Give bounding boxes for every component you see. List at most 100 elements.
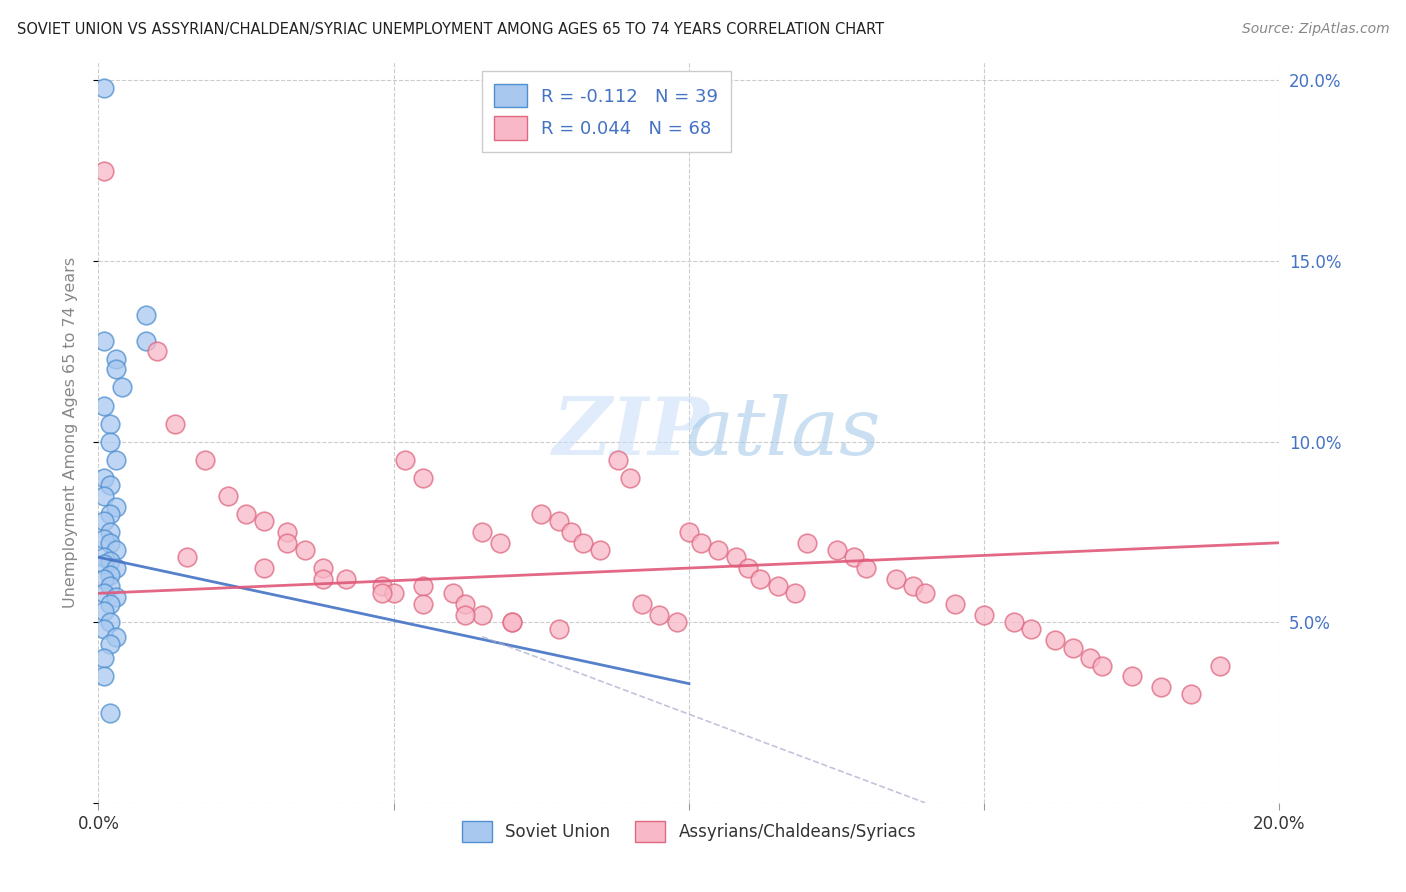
Point [98,535,121,549]
Point [560,524,582,539]
Point [93,651,115,665]
Point [973,607,995,622]
Point [766,579,789,593]
Point [105,362,128,376]
Point [530,507,553,521]
Point [93,586,115,600]
Point [98,579,121,593]
Point [471,607,494,622]
Point [135,334,157,348]
Point [453,607,475,622]
Point [412,597,434,611]
Point [548,623,571,637]
Point [1121,669,1143,683]
Point [105,543,128,558]
Text: ZIP: ZIP [553,394,710,471]
Point [105,561,128,575]
Point [93,532,115,546]
Point [1062,640,1084,655]
Point [98,706,121,720]
Point [93,550,115,565]
Point [371,579,394,593]
Point [914,586,936,600]
Point [105,590,128,604]
Point [903,579,925,593]
Point [412,471,434,485]
Point [93,471,115,485]
Point [589,543,612,558]
Point [98,524,121,539]
Point [884,572,907,586]
Text: atlas: atlas [685,394,880,471]
Point [1091,658,1114,673]
Point [1002,615,1025,630]
Point [382,586,405,600]
Point [678,524,700,539]
Legend: Soviet Union, Assyrians/Chaldeans/Syriacs: Soviet Union, Assyrians/Chaldeans/Syriac… [450,809,928,854]
Point [1080,651,1102,665]
Point [276,535,298,549]
Point [737,561,759,575]
Point [943,597,966,611]
Point [371,586,394,600]
Point [93,669,115,683]
Point [748,572,770,586]
Point [146,344,169,359]
Point [394,452,416,467]
Point [105,351,128,366]
Point [489,535,512,549]
Point [93,334,115,348]
Point [1043,633,1066,648]
Point [98,637,121,651]
Point [98,554,121,568]
Point [1021,623,1043,637]
Point [93,623,115,637]
Y-axis label: Unemployment Among Ages 65 to 74 years: Unemployment Among Ages 65 to 74 years [63,257,77,608]
Point [276,524,298,539]
Point [855,561,877,575]
Point [294,543,316,558]
Point [105,630,128,644]
Point [441,586,464,600]
Point [796,535,818,549]
Point [98,597,121,611]
Point [707,543,730,558]
Point [471,524,494,539]
Point [571,535,593,549]
Point [235,507,257,521]
Point [93,80,115,95]
Point [93,399,115,413]
Point [607,452,630,467]
Point [217,489,239,503]
Point [98,434,121,449]
Point [453,597,475,611]
Point [135,308,157,322]
Point [1209,658,1232,673]
Point [93,489,115,503]
Point [312,572,335,586]
Point [98,507,121,521]
Point [312,561,335,575]
Point [176,550,198,565]
Point [253,561,276,575]
Point [648,607,671,622]
Point [689,535,711,549]
Text: SOVIET UNION VS ASSYRIAN/CHALDEAN/SYRIAC UNEMPLOYMENT AMONG AGES 65 TO 74 YEARS : SOVIET UNION VS ASSYRIAN/CHALDEAN/SYRIAC… [17,22,884,37]
Point [98,568,121,582]
Point [105,452,128,467]
Point [165,417,187,431]
Point [630,597,652,611]
Point [93,163,115,178]
Point [105,500,128,514]
Point [785,586,807,600]
Point [194,452,217,467]
Point [501,615,523,630]
Point [501,615,523,630]
Point [844,550,866,565]
Point [825,543,848,558]
Point [98,417,121,431]
Point [93,604,115,618]
Point [619,471,641,485]
Point [412,579,434,593]
Point [335,572,357,586]
